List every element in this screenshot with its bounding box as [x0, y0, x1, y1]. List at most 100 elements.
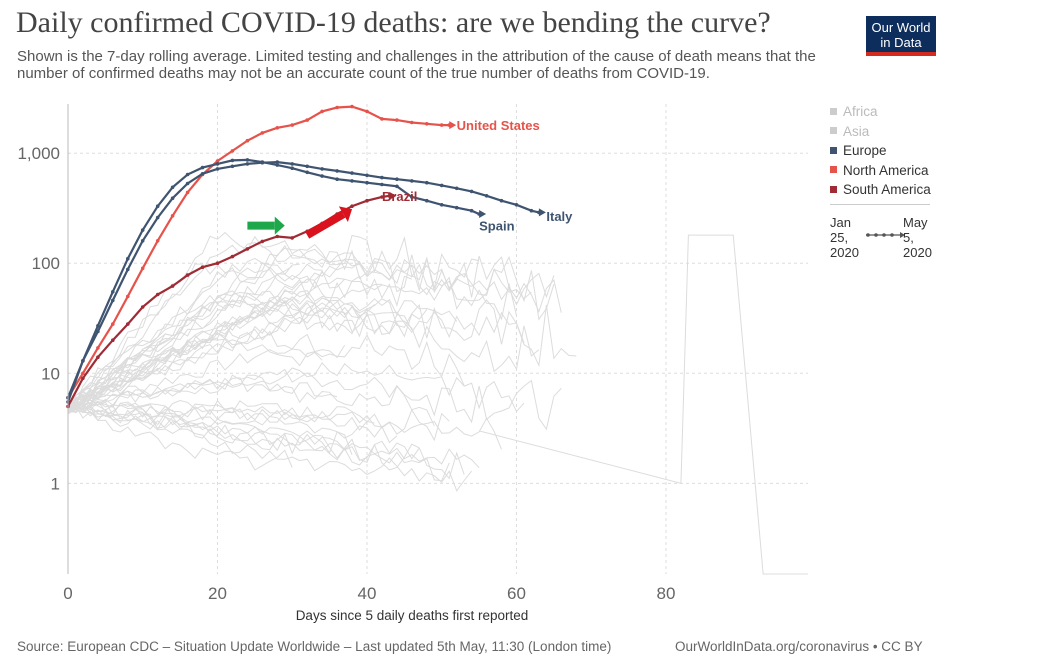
series-point-italy — [230, 164, 235, 169]
background-country-line — [67, 261, 555, 408]
series-point-italy — [425, 180, 429, 185]
background-country-line — [67, 276, 517, 410]
series-end-arrow-united-states — [449, 121, 457, 130]
series-point-spain — [230, 158, 235, 163]
x-tick-label: 20 — [208, 584, 227, 603]
grid-lines — [68, 104, 808, 574]
series-point-spain — [305, 170, 310, 175]
footer-source: Source: European CDC – Situation Update … — [17, 639, 612, 654]
background-country-lines — [67, 231, 808, 575]
series-point-united-states — [155, 239, 160, 243]
series-point-united-states — [439, 123, 444, 127]
series-point-united-states — [305, 118, 310, 122]
annotation-layer — [247, 206, 353, 239]
background-country-line — [67, 400, 293, 471]
series-point-italy — [410, 179, 414, 183]
series-point-italy — [290, 162, 295, 166]
series-point-united-states — [245, 138, 250, 143]
x-tick-label: 0 — [63, 584, 72, 603]
background-country-line — [67, 368, 562, 431]
timeline-start-label: Jan 25, 2020 — [830, 215, 859, 260]
series-point-italy — [335, 169, 339, 173]
background-country-line — [67, 399, 480, 468]
chart-title: Daily confirmed COVID-19 deaths: are we … — [16, 6, 771, 39]
series-label-united-states: United States — [457, 118, 540, 133]
owid-logo[interactable]: Our World in Data — [866, 16, 936, 56]
series-point-spain — [126, 256, 130, 261]
legend-item-north-america[interactable]: North America — [830, 163, 929, 178]
legend-item-asia[interactable]: Asia — [830, 124, 869, 139]
series-point-united-states — [215, 159, 220, 163]
series-point-united-states — [81, 371, 85, 376]
series-point-brazil — [155, 292, 160, 297]
series-point-italy — [185, 181, 190, 186]
series-point-italy — [245, 162, 250, 166]
legend-swatch — [830, 146, 837, 154]
series-point-united-states — [335, 105, 339, 110]
series-point-italy — [111, 298, 115, 303]
legend-label: Europe — [843, 143, 887, 158]
series-point-italy — [484, 194, 489, 198]
series-point-brazil — [126, 322, 130, 326]
background-country-line — [67, 399, 450, 442]
series-layer: United States Italy Spain Brazil — [66, 104, 573, 409]
legend-item-south-america[interactable]: South America — [830, 182, 931, 197]
series-point-brazil — [290, 236, 295, 240]
series-point-italy — [320, 167, 324, 171]
background-country-line — [67, 401, 502, 450]
series-point-united-states — [395, 118, 399, 122]
series-point-brazil — [185, 273, 190, 277]
legend-divider — [830, 204, 930, 205]
series-point-spain — [215, 162, 220, 166]
series-point-italy — [170, 196, 175, 200]
background-country-line — [67, 242, 555, 408]
background-country-line — [67, 377, 435, 427]
background-country-line — [67, 348, 323, 411]
x-tick-label: 40 — [358, 584, 377, 603]
series-point-brazil — [350, 204, 354, 208]
series-point-italy — [469, 189, 474, 194]
series-label-italy: Italy — [546, 209, 573, 224]
series-point-spain — [260, 160, 265, 164]
series-point-united-states — [350, 104, 354, 109]
series-point-spain — [469, 208, 474, 213]
legend-label: South America — [843, 182, 931, 197]
series-point-spain — [365, 180, 369, 185]
series-point-spain — [425, 198, 429, 203]
series-point-italy — [215, 167, 220, 171]
series-point-italy — [514, 203, 519, 207]
background-country-line — [67, 257, 323, 403]
series-point-brazil — [380, 195, 384, 199]
background-country-line — [67, 403, 465, 480]
series-point-brazil — [260, 239, 265, 244]
footer-site-link[interactable]: OurWorldInData.org/coronavirus • CC BY — [675, 639, 923, 654]
background-country-line — [67, 338, 346, 405]
legend-swatch — [830, 185, 837, 193]
legend-item-africa[interactable]: Africa — [830, 104, 878, 119]
series-point-italy — [140, 239, 145, 243]
annotation-arrow-head — [338, 206, 353, 222]
series-point-spain — [350, 179, 354, 183]
legend-item-europe[interactable]: Europe — [830, 143, 887, 158]
background-country-line — [67, 258, 532, 408]
logo-line-1: Our World — [871, 20, 931, 35]
series-point-italy — [275, 160, 280, 164]
series-point-italy — [380, 175, 384, 180]
series-point-united-states — [140, 266, 145, 271]
series-point-spain — [96, 324, 100, 328]
background-country-line — [67, 299, 375, 408]
legend-swatch — [830, 166, 837, 174]
series-point-spain — [454, 205, 459, 210]
series-point-spain — [275, 163, 280, 167]
series-point-brazil — [365, 198, 369, 203]
y-tick-label: 10 — [41, 364, 60, 383]
series-point-italy — [529, 208, 534, 213]
timeline-arrow-icon — [866, 232, 905, 238]
series-label-spain: Spain — [479, 219, 514, 234]
series-point-italy — [499, 198, 504, 203]
chart-subtitle: Shown is the 7-day rolling average. Limi… — [17, 48, 816, 82]
background-country-line — [67, 269, 345, 403]
series-point-spain — [155, 204, 160, 208]
series-point-brazil — [275, 234, 280, 239]
